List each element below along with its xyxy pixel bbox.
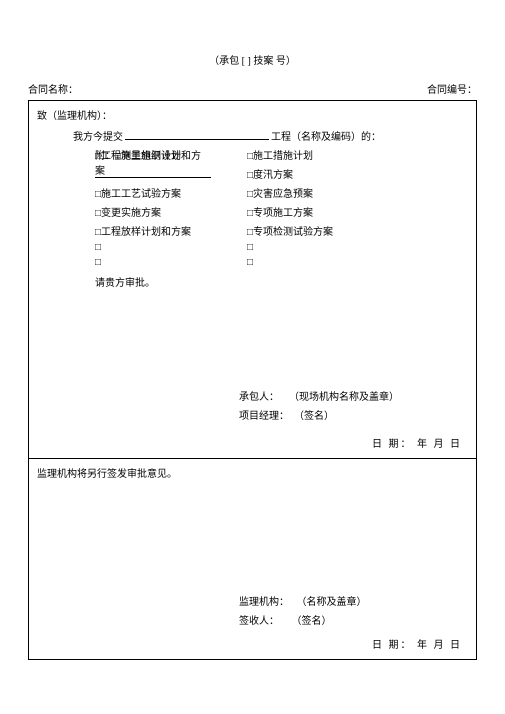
bottom-date: 日 期： 年 月 日 (372, 636, 462, 651)
bottom-sig-block: 监理机构： （名称及盖章） 签收人： （签名） (239, 593, 367, 631)
check-l-3: □变更实施方案 (37, 204, 217, 219)
top-date: 日 期： 年 月 日 (372, 435, 462, 450)
check-r-0: □施工措施计划 (217, 147, 367, 162)
check-r-3: □专项施工方案 (217, 204, 367, 219)
contractor-value: （现场机构名称及盖章） (289, 392, 399, 403)
doc-code: （承包 [ ] 技案 号） (28, 52, 477, 67)
to-line: 致（监理机构）： (37, 107, 468, 122)
submit-prefix: 我方今提交 (73, 128, 123, 143)
check-l-1: □工程测量施测计划和方案 (95, 147, 211, 177)
check-r-6: □ (217, 257, 367, 268)
check-l-6: □ (37, 257, 217, 268)
submit-suffix: 工程（名称及编码）的： (271, 128, 381, 143)
pm-value: （签名） (294, 411, 334, 422)
org-label: 监理机构： (239, 597, 289, 608)
bottom-note: 监理机构将另行签发审批意见。 (37, 465, 468, 480)
check-r-4: □专项检测试验方案 (217, 223, 367, 238)
contract-name-label: 合同名称： (28, 81, 78, 96)
section-bottom: 监理机构将另行签发审批意见。 监理机构： （名称及盖章） 签收人： （签名） 日… (29, 459, 476, 659)
check-r-2: □灾害应急预案 (217, 185, 367, 200)
check-l-5: □ (37, 242, 217, 253)
receiver-value: （签名） (292, 616, 332, 627)
header-row: 合同名称： 合同编号： (28, 81, 477, 96)
check-l-4: □工程放样计划和方案 (37, 223, 217, 238)
submit-row: 我方今提交 工程（名称及编码）的： (37, 128, 468, 143)
receiver-label: 签收人： (239, 616, 279, 627)
contract-no-label: 合同编号： (427, 81, 477, 96)
submit-underline (125, 128, 269, 140)
please-review: 请贵方审批。 (37, 274, 468, 289)
main-box: 致（监理机构）： 我方今提交 工程（名称及编码）的： 附：□施工组织设计 □施工… (28, 100, 477, 660)
check-r-5: □ (217, 242, 367, 253)
check-l-2: □施工工艺试验方案 (37, 185, 217, 200)
org-value: （名称及盖章） (297, 597, 367, 608)
check-r-1: □度汛方案 (217, 166, 367, 181)
top-sig-block: 承包人： （现场机构名称及盖章） 项目经理： （签名） (239, 388, 399, 426)
pm-label: 项目经理： (239, 411, 289, 422)
section-top: 致（监理机构）： 我方今提交 工程（名称及编码）的： 附：□施工组织设计 □施工… (29, 101, 476, 459)
contractor-label: 承包人： (239, 392, 279, 403)
